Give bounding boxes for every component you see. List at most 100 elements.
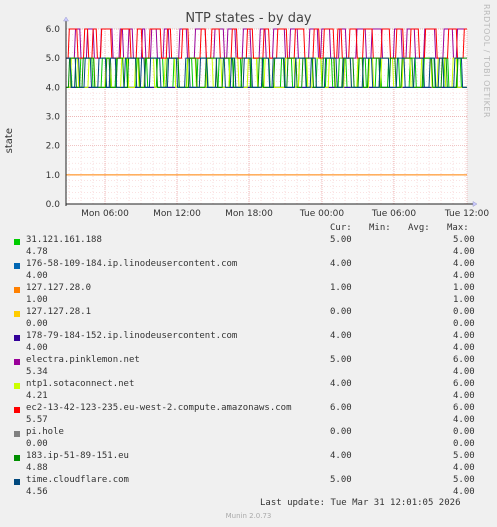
- legend-item: 31.121.161.188 5.00 5.00 4.78 4.00: [0, 235, 497, 259]
- legend-cur-value: 5.00: [330, 235, 352, 245]
- legend-series-name: 127.127.28.0: [26, 283, 92, 293]
- y-tick-label: 4.0: [46, 83, 61, 93]
- legend-cur-value: 0.00: [330, 307, 352, 317]
- legend-item: 176-58-109-184.ip.linodeusercontent.com 4…: [0, 259, 497, 283]
- legend-avg-value: 4.88: [26, 463, 48, 473]
- series-line-9: [66, 57, 467, 88]
- legend-max-value: 4.00: [453, 259, 475, 269]
- legend-series-name: electra.pinklemon.net: [26, 355, 140, 365]
- legend-item: ntp1.sotaconnect.net 4.00 6.00 4.21 4.00: [0, 379, 497, 403]
- y-tick-label: 5.0: [46, 54, 61, 64]
- x-tick-label: Mon 12:00: [153, 209, 201, 219]
- legend-series-name: 183.ip-51-89-151.eu: [26, 451, 129, 461]
- y-tick-label: 1.0: [46, 171, 61, 181]
- legend-min-value: 1.00: [453, 295, 475, 305]
- legend-avg-value: 4.00: [26, 271, 48, 281]
- legend-series-name: ec2-13-42-123-235.eu-west-2.compute.amaz…: [26, 403, 292, 413]
- legend-series-name: 176-58-109-184.ip.linodeusercontent.com: [26, 259, 238, 269]
- legend-item: 183.ip-51-89-151.eu 4.00 5.00 4.88 4.00: [0, 451, 497, 475]
- legend-max-value: 6.00: [453, 355, 475, 365]
- legend-max-value: 0.00: [453, 307, 475, 317]
- legend-series-name: 31.121.161.188: [26, 235, 102, 245]
- legend-swatch: [14, 287, 20, 293]
- legend-avg-value: 4.56: [26, 487, 48, 497]
- legend-max-value: 4.00: [453, 331, 475, 341]
- series-line-7: [66, 28, 467, 59]
- legend-item: pi.hole 0.00 0.00 0.00 0.00: [0, 427, 497, 451]
- legend-series-name: 127.127.28.1: [26, 307, 92, 317]
- legend-cur-value: 4.00: [330, 379, 352, 389]
- legend-swatch: [14, 431, 20, 437]
- legend-swatch: [14, 383, 20, 389]
- legend-avg-value: 0.00: [26, 319, 48, 329]
- legend-min-value: 4.00: [453, 367, 475, 377]
- legend-min-value: 4.00: [453, 271, 475, 281]
- x-tick-label: Mon 18:00: [225, 209, 273, 219]
- plot-area: 0.0 1.0 2.0 3.0 4.0 5.0 6.0 Mon 06:00 Mon 12:00 M…: [46, 16, 489, 219]
- legend-item: ec2-13-42-123-235.eu-west-2.compute.amaz…: [0, 403, 497, 427]
- legend-series-name: ntp1.sotaconnect.net: [26, 379, 135, 389]
- series-line-5: [66, 28, 467, 59]
- y-axis-arrow: [63, 16, 69, 22]
- last-update: Last update: Tue Mar 31 12:01:05 2026: [260, 498, 461, 508]
- legend-col-min: Min:: [369, 223, 391, 233]
- x-axis-arrow: [472, 201, 478, 207]
- legend-col-avg: Avg:: [408, 223, 430, 233]
- legend-max-value: 5.00: [453, 235, 475, 245]
- y-tick-label: 3.0: [46, 113, 61, 123]
- legend-max-value: 5.00: [453, 451, 475, 461]
- legend-min-value: 4.00: [453, 247, 475, 257]
- legend-min-value: 4.00: [453, 487, 475, 497]
- legend-swatch: [14, 359, 20, 365]
- x-tick-label: Tue 00:00: [299, 209, 344, 219]
- legend-min-value: 4.00: [453, 463, 475, 473]
- legend-swatch: [14, 239, 20, 245]
- legend-min-value: 0.00: [453, 439, 475, 449]
- legend-col-max: Max:: [447, 223, 469, 233]
- legend-swatch: [14, 335, 20, 341]
- rrdtool-credit: RRDTOOL / TOBI OETIKER: [482, 4, 491, 119]
- legend-avg-value: 5.57: [26, 415, 48, 425]
- legend-swatch: [14, 263, 20, 269]
- legend-item: 127.127.28.1 0.00 0.00 0.00 0.00: [0, 307, 497, 331]
- legend-avg-value: 0.00: [26, 439, 48, 449]
- legend-item: 178-79-184-152.ip.linodeusercontent.com 4…: [0, 331, 497, 355]
- legend-min-value: 0.00: [453, 319, 475, 329]
- legend-avg-value: 5.34: [26, 367, 48, 377]
- legend-cur-value: 4.00: [330, 331, 352, 341]
- munin-version: Munin 2.0.73: [225, 512, 272, 520]
- legend-avg-value: 4.00: [26, 343, 48, 353]
- x-tick-label: Tue 12:00: [444, 209, 489, 219]
- legend-series-name: 178-79-184-152.ip.linodeusercontent.com: [26, 331, 238, 341]
- legend-max-value: 6.00: [453, 379, 475, 389]
- legend-swatch: [14, 455, 20, 461]
- legend-avg-value: 4.78: [26, 247, 48, 257]
- series-line-10: [66, 57, 467, 88]
- legend-series-name: time.cloudflare.com: [26, 475, 129, 485]
- x-tick-label: Mon 06:00: [81, 209, 129, 219]
- legend-cur-value: 0.00: [330, 427, 352, 437]
- legend-avg-value: 4.21: [26, 391, 48, 401]
- legend-min-value: 4.00: [453, 391, 475, 401]
- x-tick-label: Tue 06:00: [371, 209, 416, 219]
- legend-item: 127.127.28.0 1.00 1.00 1.00 1.00: [0, 283, 497, 307]
- legend-cur-value: 1.00: [330, 283, 352, 293]
- legend-max-value: 0.00: [453, 427, 475, 437]
- legend-cur-value: 6.00: [330, 403, 352, 413]
- legend-min-value: 4.00: [453, 343, 475, 353]
- legend-swatch: [14, 311, 20, 317]
- legend-max-value: 1.00: [453, 283, 475, 293]
- legend-cur-value: 4.00: [330, 451, 352, 461]
- legend-item: time.cloudflare.com 5.00 5.00 4.56 4.00: [0, 475, 497, 499]
- legend-max-value: 5.00: [453, 475, 475, 485]
- legend-avg-value: 1.00: [26, 295, 48, 305]
- legend-col-cur: Cur:: [330, 223, 352, 233]
- legend-item: electra.pinklemon.net 5.00 6.00 5.34 4.00: [0, 355, 497, 379]
- chart-title: NTP states - by day: [185, 11, 312, 26]
- legend-cur-value: 4.00: [330, 259, 352, 269]
- y-tick-label: 0.0: [46, 200, 61, 210]
- legend-max-value: 6.00: [453, 403, 475, 413]
- legend-min-value: 4.00: [453, 415, 475, 425]
- legend-series-name: pi.hole: [26, 427, 64, 437]
- legend-swatch: [14, 479, 20, 485]
